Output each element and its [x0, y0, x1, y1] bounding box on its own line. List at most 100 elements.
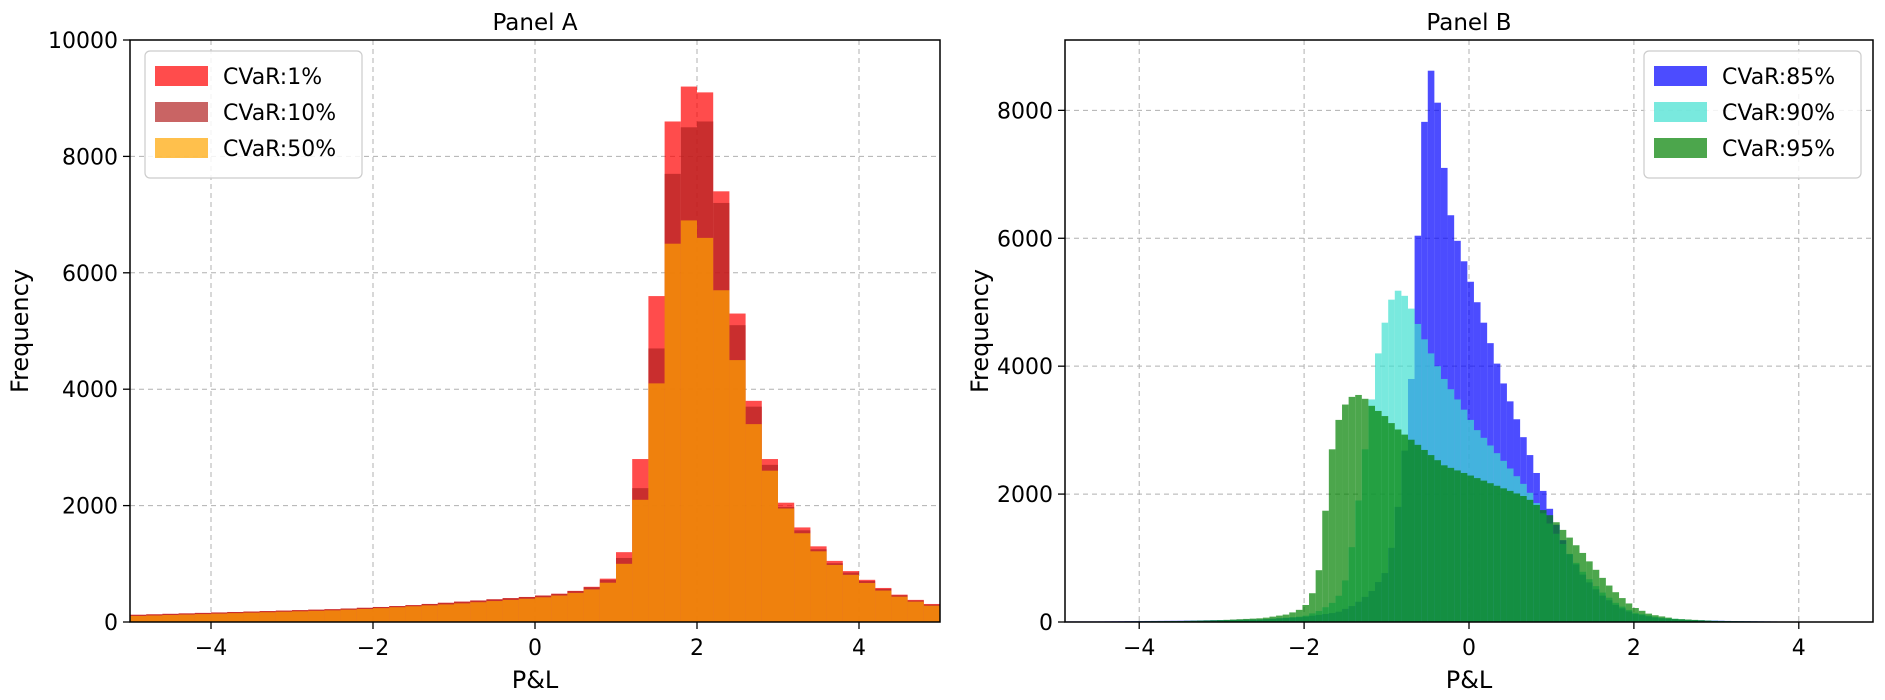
y-tick-label: 4000 [997, 355, 1053, 380]
histogram-bar [1652, 615, 1659, 622]
histogram-bar [1210, 620, 1217, 622]
histogram-bar [778, 508, 795, 622]
histogram-bar [1368, 405, 1376, 622]
histogram-bar [1434, 460, 1441, 622]
histogram-bar [1302, 604, 1310, 622]
histogram-bar [1658, 616, 1666, 622]
y-tick-label: 6000 [62, 262, 118, 287]
histogram-bar [1269, 616, 1277, 622]
panel-b-y-axis-label: Frequency [966, 269, 994, 393]
histogram-bar [1678, 619, 1686, 622]
histogram-bar [1282, 614, 1290, 622]
histogram-bar [1612, 592, 1620, 622]
y-tick-label: 10000 [48, 29, 118, 54]
histogram-bar [632, 499, 649, 622]
histogram-bar [891, 596, 908, 622]
histogram-bar [1665, 617, 1672, 622]
histogram-bar [1506, 490, 1514, 622]
histogram-bar [308, 610, 325, 622]
panel-a-histogram-bars [130, 86, 940, 623]
panel-b-title: Panel B [1426, 10, 1511, 36]
histogram-bar [211, 613, 228, 622]
histogram-bar [1500, 488, 1507, 622]
histogram-bar [680, 220, 697, 623]
histogram-bar [826, 564, 843, 622]
histogram-bar [1533, 504, 1540, 622]
histogram-bar [1467, 475, 1474, 622]
histogram-bar [486, 601, 503, 622]
panel-b-legend: CVaR:85% CVaR:90% CVaR:95% [1643, 50, 1862, 179]
histogram-bar [1440, 465, 1448, 622]
legend-label: CVaR:50% [223, 137, 336, 162]
histogram-bar [1375, 410, 1382, 622]
legend-swatch [1654, 102, 1707, 122]
histogram-bar [1447, 467, 1455, 622]
histogram-bar [421, 605, 438, 622]
panel-a-legend: CVaR:1% CVaR:10% CVaR:50% [144, 50, 363, 179]
histogram-bar [729, 360, 746, 622]
histogram-bar [243, 612, 260, 622]
y-tick-label: 2000 [62, 495, 118, 520]
histogram-bar [1295, 609, 1303, 622]
legend-swatch [1654, 66, 1707, 86]
histogram-bar [1572, 545, 1580, 622]
histogram-bar [1480, 480, 1488, 622]
histogram-bar [1342, 404, 1349, 622]
x-tick-label: −4 [195, 636, 227, 661]
x-tick-label: 2 [1627, 636, 1641, 661]
histogram-bar [1473, 478, 1481, 622]
histogram-bar [535, 597, 552, 622]
histogram-bar [470, 602, 487, 622]
histogram-bar [227, 613, 244, 622]
legend-label: CVaR:10% [223, 101, 336, 126]
histogram-bar [859, 583, 876, 622]
histogram-bar [1322, 510, 1329, 622]
histogram-bar [1223, 619, 1230, 622]
y-tick-label: 0 [104, 611, 118, 636]
histogram-bar [1243, 618, 1250, 622]
y-tick-label: 8000 [62, 145, 118, 170]
histogram-bar [616, 563, 633, 622]
histogram-bar [130, 615, 147, 622]
histogram-bar [1361, 398, 1369, 622]
panel-b: −4 −2 0 2 4 0 2000 4000 6000 8000 Panel B P&L Fr… [966, 10, 1874, 694]
panel-a-x-ticks: −4 −2 0 2 4 [195, 622, 866, 661]
y-tick-label: 0 [1039, 611, 1053, 636]
panel-b-histogram-bars [1065, 70, 1870, 623]
histogram-bar [875, 590, 892, 622]
histogram-bar [1216, 620, 1224, 622]
histogram-bar [761, 470, 778, 622]
histogram-bar [1691, 619, 1699, 622]
histogram-bar [1460, 472, 1468, 622]
histogram-bar [1546, 515, 1554, 622]
histogram-bar [1249, 618, 1257, 622]
panel-a-y-ticks: 0 2000 4000 6000 8000 10000 [48, 29, 130, 636]
histogram-bar [1262, 617, 1270, 622]
histogram-bar [794, 533, 811, 622]
histogram-bar [583, 589, 600, 622]
histogram-bar [599, 582, 616, 622]
x-tick-label: −2 [1288, 636, 1320, 661]
histogram-bar [1526, 499, 1534, 622]
x-tick-label: 0 [528, 636, 542, 661]
histogram-bar [1559, 529, 1567, 622]
x-tick-label: 4 [1792, 636, 1806, 661]
legend-swatch [155, 138, 208, 158]
histogram-bar [1625, 603, 1633, 622]
histogram-bar [1229, 619, 1237, 622]
histogram-bar [1388, 423, 1395, 622]
y-tick-label: 2000 [997, 483, 1053, 508]
histogram-bar [810, 551, 827, 622]
histogram-bar [1427, 455, 1435, 622]
histogram-bar [745, 424, 762, 622]
histogram-bar [551, 595, 568, 622]
x-tick-label: −4 [1123, 636, 1155, 661]
histogram-bar [146, 615, 163, 622]
histogram-bar [648, 383, 665, 622]
histogram-bar [1335, 419, 1343, 622]
panel-a: −4 −2 0 2 4 0 2000 4000 6000 8000 10000 Panel A P… [6, 10, 941, 694]
legend-swatch [155, 66, 208, 86]
panel-b-x-axis-label: P&L [1446, 666, 1493, 694]
histogram-bar [518, 598, 535, 622]
histogram-bar [1407, 439, 1415, 622]
